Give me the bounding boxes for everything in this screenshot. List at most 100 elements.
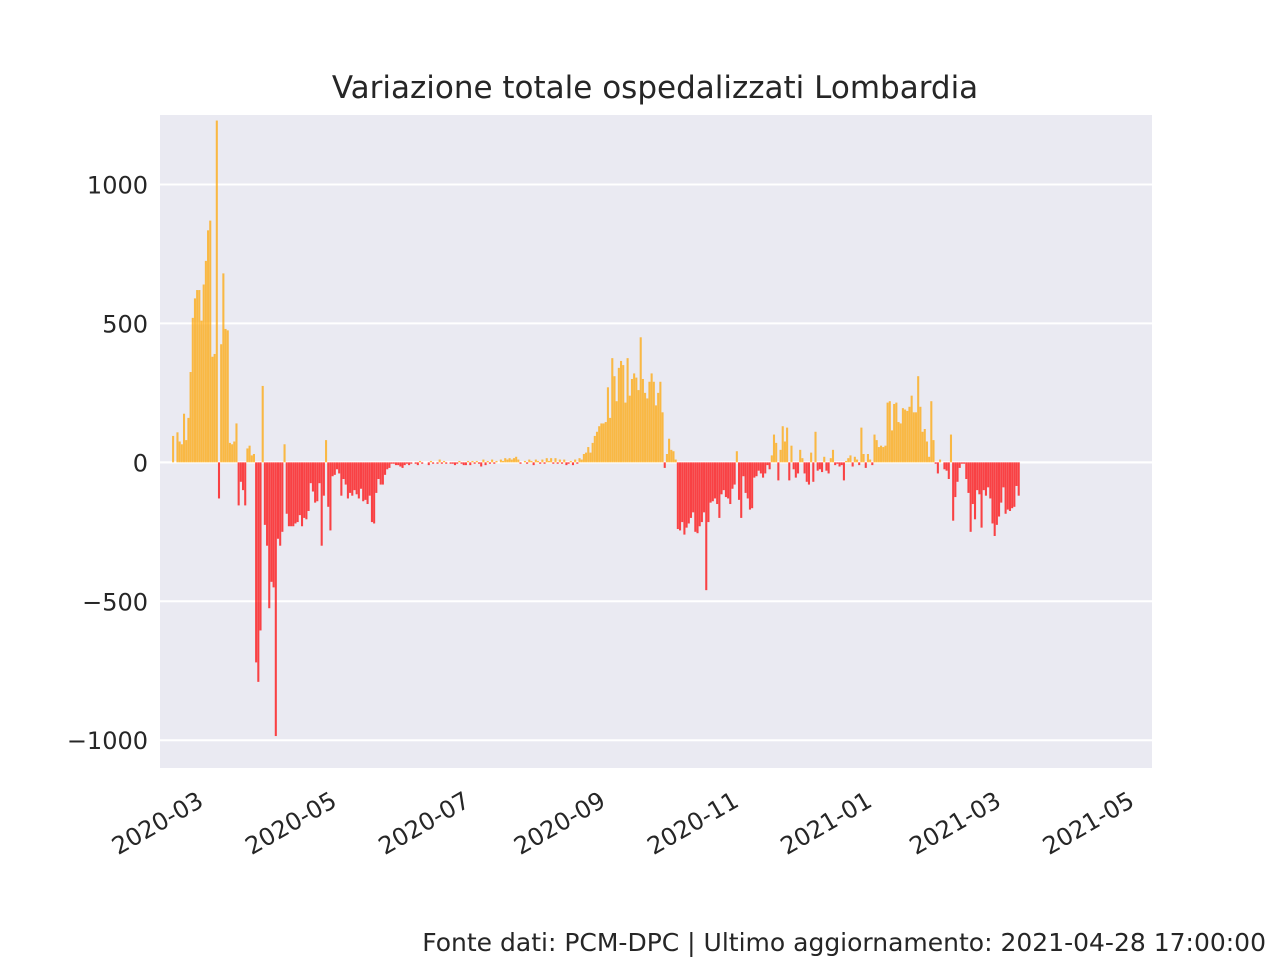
bar bbox=[235, 423, 238, 463]
bar bbox=[939, 459, 942, 463]
bars-group bbox=[172, 120, 1020, 737]
bar bbox=[949, 434, 953, 463]
bar bbox=[692, 462, 695, 513]
bar bbox=[729, 462, 732, 505]
bar bbox=[292, 462, 295, 527]
footer-source: Fonte dati: PCM-DPC | Ultimo aggiornamen… bbox=[422, 928, 1266, 957]
bar bbox=[842, 462, 845, 481]
bar bbox=[753, 462, 756, 478]
chart-title: Variazione totale ospedalizzati Lombardi… bbox=[332, 70, 978, 106]
bar bbox=[960, 462, 963, 464]
bar bbox=[574, 459, 577, 463]
bar bbox=[290, 462, 293, 527]
bar bbox=[362, 462, 365, 502]
bar bbox=[567, 462, 570, 464]
bar bbox=[532, 462, 535, 466]
bar bbox=[604, 422, 607, 463]
bar bbox=[285, 462, 288, 514]
bar bbox=[766, 462, 769, 466]
bar bbox=[370, 462, 373, 523]
bar bbox=[827, 462, 830, 474]
bar bbox=[945, 462, 948, 471]
bar bbox=[541, 459, 544, 463]
bar bbox=[711, 462, 714, 502]
bar bbox=[244, 462, 247, 506]
bar bbox=[880, 445, 883, 463]
bar bbox=[408, 462, 411, 466]
bar bbox=[888, 401, 891, 463]
bar bbox=[598, 426, 601, 463]
bar bbox=[589, 452, 592, 463]
bar bbox=[921, 431, 924, 463]
bar bbox=[480, 462, 483, 467]
x-tick-label: 2020-07 bbox=[374, 786, 475, 860]
bar bbox=[641, 378, 644, 463]
bar bbox=[624, 402, 627, 463]
bar bbox=[705, 462, 708, 591]
bar bbox=[707, 462, 710, 523]
x-tick: 2020-03 bbox=[107, 786, 208, 860]
bar bbox=[615, 401, 618, 463]
bar bbox=[405, 462, 408, 464]
bar bbox=[676, 462, 679, 530]
bar bbox=[220, 344, 223, 463]
bar bbox=[775, 442, 778, 463]
bar bbox=[263, 462, 266, 525]
bar bbox=[333, 462, 336, 475]
bar bbox=[661, 412, 664, 463]
bar bbox=[563, 459, 566, 463]
bar bbox=[976, 462, 979, 491]
bar bbox=[185, 440, 188, 463]
bar bbox=[984, 462, 987, 496]
x-tick-label: 2020-11 bbox=[643, 786, 744, 860]
bar bbox=[622, 365, 625, 463]
bar bbox=[908, 406, 911, 463]
bar bbox=[995, 462, 998, 525]
bar bbox=[803, 462, 806, 474]
bar bbox=[672, 451, 675, 463]
bar bbox=[762, 462, 765, 478]
bar bbox=[657, 392, 660, 463]
bar bbox=[646, 398, 649, 463]
x-tick: 2021-01 bbox=[776, 786, 877, 860]
bar bbox=[709, 462, 712, 503]
x-tick-label: 2020-09 bbox=[509, 786, 610, 860]
bar bbox=[180, 444, 183, 463]
bar bbox=[663, 462, 666, 468]
bar bbox=[204, 260, 207, 463]
bar bbox=[1015, 462, 1018, 486]
bar bbox=[401, 462, 404, 468]
bar bbox=[681, 462, 684, 523]
bar bbox=[512, 458, 516, 463]
bar bbox=[561, 462, 564, 464]
bar bbox=[296, 462, 299, 523]
bar bbox=[613, 376, 616, 463]
bar bbox=[971, 462, 974, 505]
x-tick-label: 2020-05 bbox=[240, 786, 341, 860]
bar bbox=[259, 462, 262, 631]
bar bbox=[825, 462, 828, 471]
bar bbox=[445, 462, 448, 464]
bar bbox=[595, 431, 599, 463]
bar bbox=[956, 462, 959, 482]
bar bbox=[934, 462, 937, 464]
x-tick: 2020-11 bbox=[643, 786, 744, 860]
bar bbox=[233, 441, 236, 463]
bar bbox=[344, 462, 347, 485]
bar bbox=[792, 462, 795, 470]
bar bbox=[187, 417, 190, 463]
bar bbox=[416, 462, 419, 466]
bar bbox=[436, 462, 439, 464]
bar bbox=[303, 462, 306, 518]
bar bbox=[314, 462, 317, 503]
bar bbox=[495, 460, 498, 463]
bar bbox=[309, 462, 312, 484]
bar bbox=[847, 458, 850, 463]
bar bbox=[558, 459, 561, 463]
bar bbox=[384, 462, 387, 475]
y-tick-label: −500 bbox=[82, 588, 148, 616]
bar bbox=[394, 462, 398, 466]
bar bbox=[713, 462, 717, 499]
bar bbox=[851, 462, 854, 467]
